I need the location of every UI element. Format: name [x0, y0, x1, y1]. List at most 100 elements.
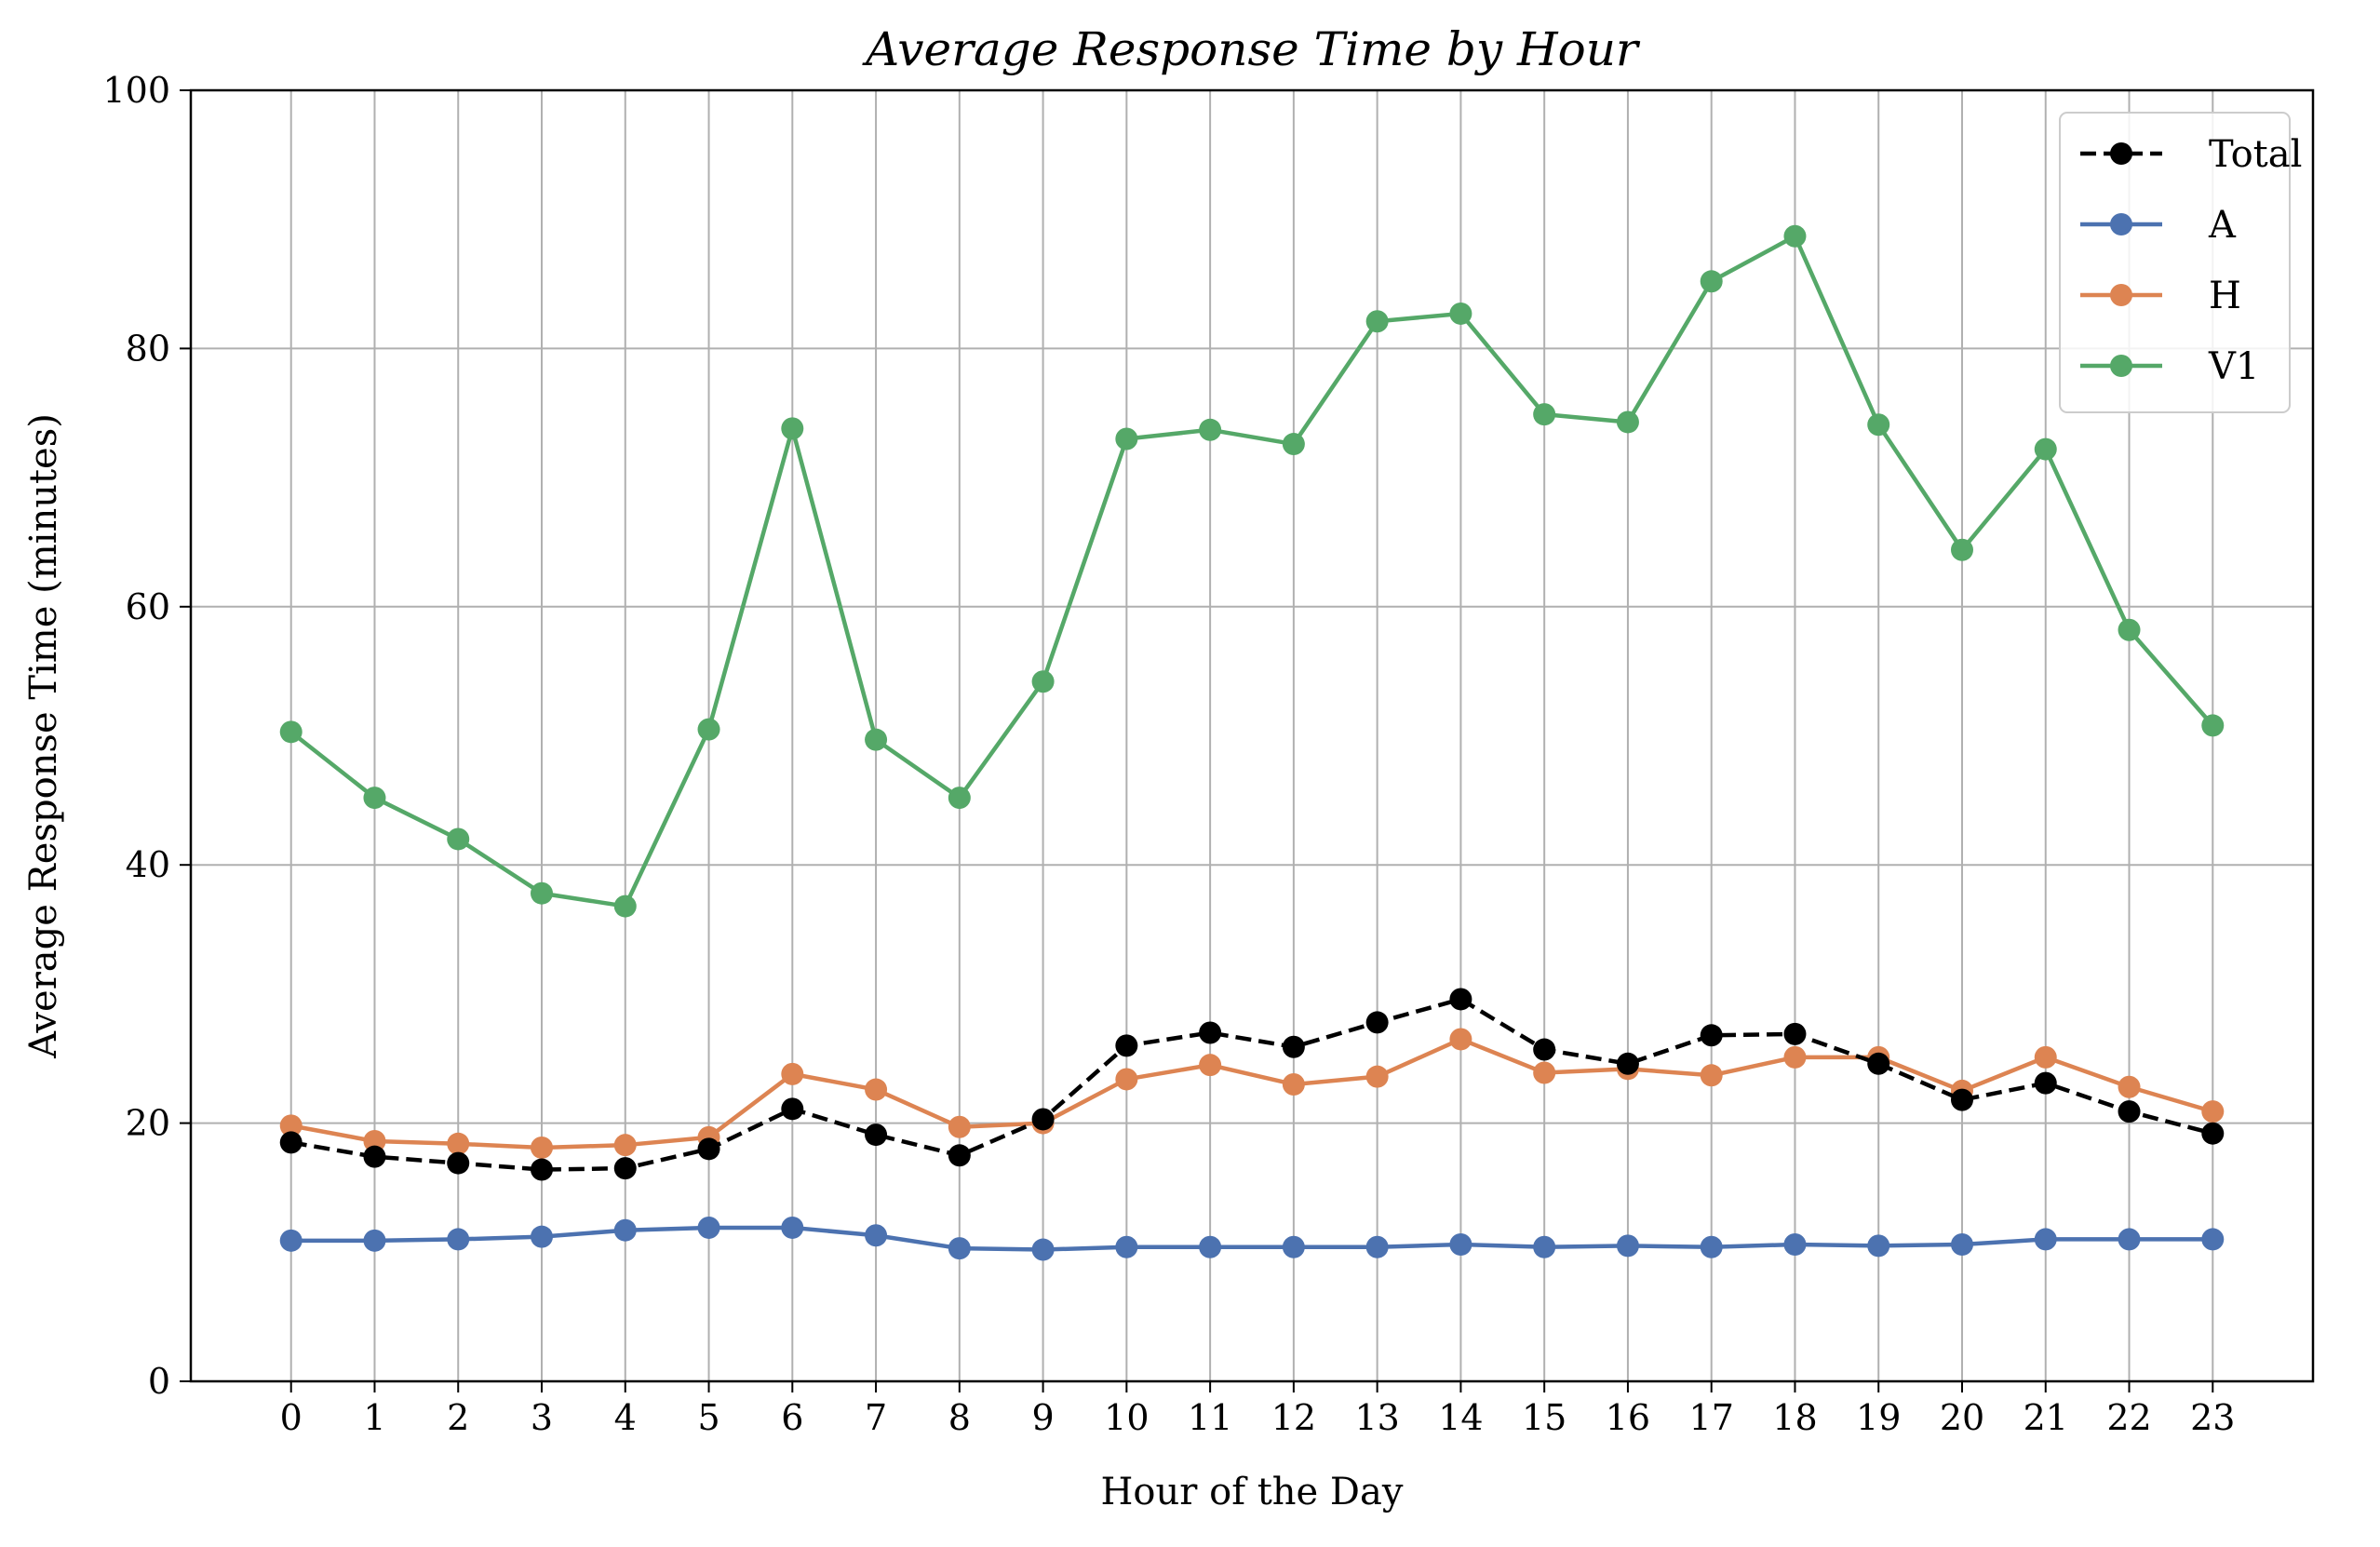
- data-point-total: [1365, 1011, 1389, 1034]
- data-point-h: [2034, 1045, 2057, 1069]
- data-point-total: [1115, 1034, 1138, 1057]
- data-point-h: [613, 1134, 637, 1157]
- legend-marker-a: [2110, 213, 2132, 235]
- data-point-v1: [1031, 670, 1055, 693]
- legend-box: [2059, 112, 2291, 413]
- data-point-total: [2118, 1100, 2141, 1123]
- data-point-h: [447, 1132, 470, 1155]
- data-point-v1: [1700, 270, 1723, 293]
- data-point-total: [2201, 1122, 2225, 1145]
- data-point-v1: [1449, 302, 1472, 325]
- x-axis-label: Hour of the Day: [1101, 1471, 1404, 1513]
- data-point-v1: [948, 787, 971, 810]
- data-point-total: [1533, 1038, 1556, 1061]
- data-point-a: [1115, 1235, 1138, 1258]
- data-point-v1: [1199, 418, 1222, 441]
- x-tick-label: 4: [614, 1397, 637, 1438]
- x-tick-label: 19: [1856, 1397, 1901, 1438]
- data-point-h: [1365, 1065, 1389, 1088]
- x-tick-label: 8: [948, 1397, 971, 1438]
- data-point-h: [531, 1136, 554, 1159]
- data-point-a: [1031, 1238, 1055, 1261]
- data-point-h: [363, 1130, 386, 1153]
- data-point-v1: [1783, 224, 1807, 248]
- data-point-a: [1199, 1235, 1222, 1258]
- x-tick-label: 13: [1354, 1397, 1399, 1438]
- x-tick-label: 20: [1940, 1397, 1984, 1438]
- legend-label-total: Total: [2209, 133, 2302, 176]
- data-point-a: [1700, 1235, 1723, 1258]
- data-point-v1: [2034, 437, 2057, 461]
- data-point-a: [613, 1218, 637, 1242]
- data-point-total: [865, 1123, 888, 1147]
- data-point-v1: [865, 728, 888, 751]
- x-tick-label: 17: [1689, 1397, 1734, 1438]
- data-point-v1: [1533, 403, 1556, 426]
- plot-series: [279, 224, 2225, 1261]
- data-point-v1: [1115, 427, 1138, 451]
- data-point-v1: [447, 827, 470, 851]
- data-point-a: [1365, 1235, 1389, 1258]
- data-point-total: [531, 1158, 554, 1181]
- data-point-h: [1115, 1068, 1138, 1091]
- data-point-total: [1950, 1088, 1973, 1111]
- data-point-total: [447, 1151, 470, 1175]
- x-tick-label: 7: [865, 1397, 887, 1438]
- data-point-a: [447, 1228, 470, 1251]
- data-point-h: [1700, 1064, 1723, 1087]
- legend-marker-h: [2110, 284, 2132, 306]
- x-tick-label: 14: [1438, 1397, 1483, 1438]
- data-point-h: [781, 1062, 804, 1085]
- data-point-total: [1282, 1035, 1305, 1058]
- data-point-total: [1616, 1052, 1639, 1075]
- series-line-v1: [289, 234, 2214, 908]
- x-tick-label: 18: [1772, 1397, 1817, 1438]
- x-tick-label: 2: [447, 1397, 469, 1438]
- data-point-a: [1533, 1235, 1556, 1258]
- x-tick-label: 0: [280, 1397, 303, 1438]
- legend-label-a: A: [2208, 204, 2237, 247]
- x-tick-label: 22: [2106, 1397, 2151, 1438]
- data-point-total: [1199, 1021, 1222, 1044]
- data-point-total: [948, 1144, 971, 1167]
- data-point-total: [1031, 1108, 1055, 1131]
- legend-marker-total: [2110, 142, 2132, 165]
- legend: Total AH V1: [2059, 112, 2302, 413]
- data-point-total: [1867, 1052, 1890, 1075]
- data-point-a: [2201, 1228, 2225, 1251]
- x-tick-label: 12: [1271, 1397, 1316, 1438]
- series-line-h: [290, 1037, 2213, 1150]
- data-point-v1: [613, 895, 637, 918]
- data-point-total: [613, 1157, 637, 1180]
- legend-label-h: H: [2209, 275, 2241, 317]
- data-point-v1: [279, 720, 303, 744]
- data-point-h: [1199, 1054, 1222, 1077]
- data-point-h: [2201, 1100, 2225, 1123]
- x-tick-label: 5: [697, 1397, 719, 1438]
- data-point-h: [2118, 1075, 2141, 1098]
- data-point-v1: [697, 718, 720, 741]
- y-tick-label: 100: [102, 70, 170, 111]
- data-point-a: [531, 1225, 554, 1248]
- data-point-a: [1616, 1234, 1639, 1258]
- data-point-total: [1449, 988, 1472, 1011]
- data-point-total: [1783, 1022, 1807, 1045]
- x-tick-label: 16: [1606, 1397, 1650, 1438]
- legend-label-v1: V1: [2208, 345, 2259, 388]
- data-point-total: [2034, 1071, 2057, 1095]
- data-point-a: [1867, 1234, 1890, 1258]
- data-point-a: [1783, 1232, 1807, 1256]
- data-point-a: [1449, 1232, 1472, 1256]
- data-point-total: [697, 1137, 720, 1161]
- series-line-a: [290, 1225, 2213, 1252]
- data-point-h: [1533, 1061, 1556, 1084]
- y-tick-label: 0: [148, 1361, 170, 1402]
- data-point-a: [2034, 1228, 2057, 1251]
- x-tick-label: 15: [1522, 1397, 1566, 1438]
- data-point-h: [1783, 1045, 1807, 1069]
- data-point-a: [781, 1216, 804, 1239]
- x-tick-label: 6: [781, 1397, 803, 1438]
- y-tick-label: 80: [126, 328, 170, 369]
